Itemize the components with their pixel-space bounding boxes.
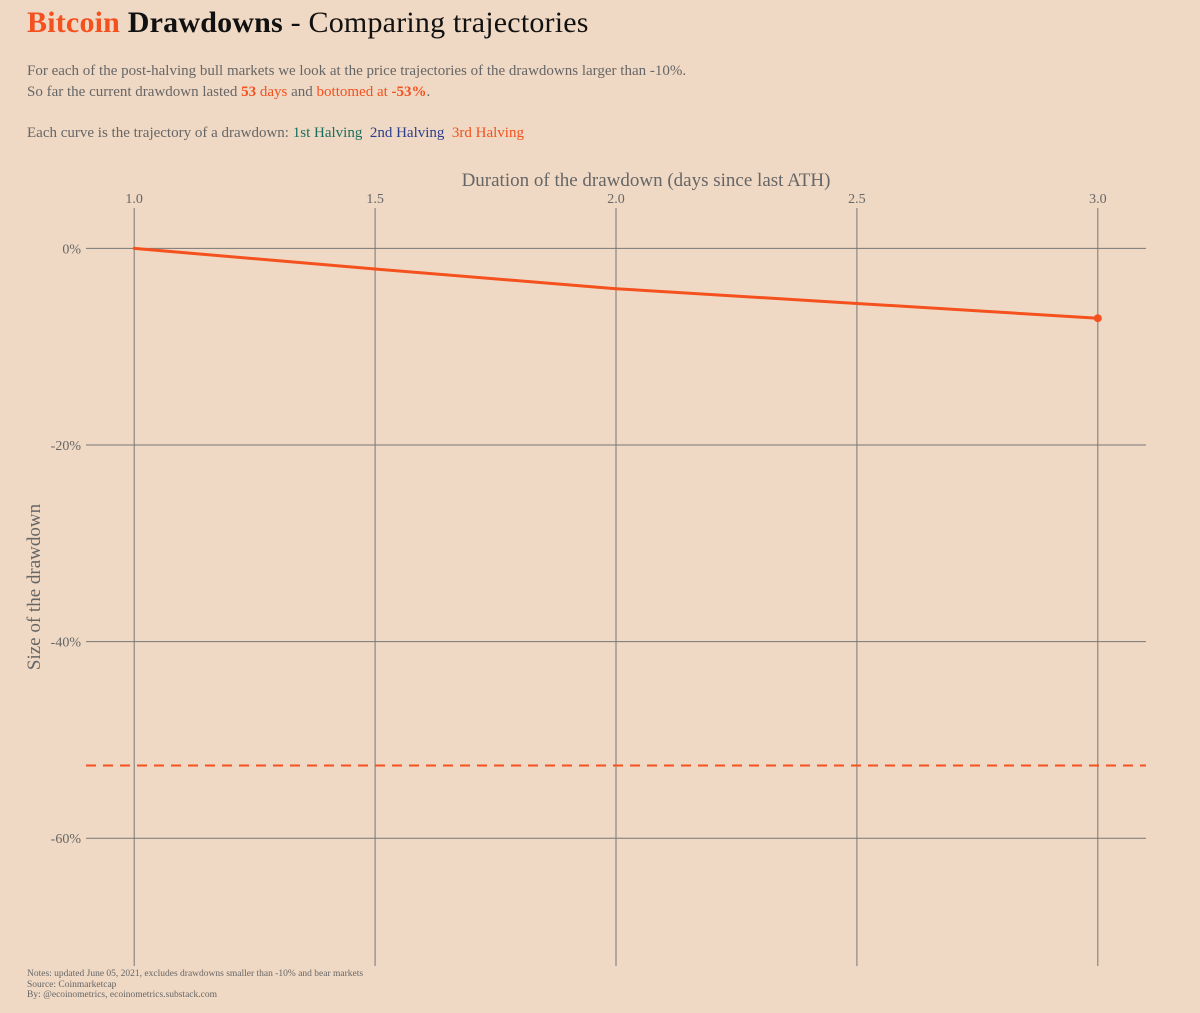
chart-title: Bitcoin Drawdowns - Comparing trajectori… [27, 6, 589, 40]
x-tick-label: 1.0 [125, 192, 143, 207]
legend-3rd-halving: 3rd Halving [451, 125, 524, 141]
x-tick-label: 2.0 [607, 192, 625, 207]
legend-1st-halving: 1st Halving [292, 125, 363, 141]
y-tick-label: 0% [62, 242, 81, 257]
subtitle-line-2: So far the current drawdown lasted 53 da… [27, 84, 430, 101]
legend-prefix: Each curve is the trajectory of a drawdo… [27, 125, 293, 141]
legend-2nd-halving: 2nd Halving [369, 125, 445, 141]
line2-prefix: So far the current drawdown lasted [27, 84, 242, 100]
y-axis-label: Size of the drawdown [24, 503, 45, 670]
days-count: 53 [241, 84, 257, 100]
title-drawdowns: Drawdowns [127, 6, 283, 39]
y-tick-label: -60% [51, 832, 82, 847]
data-point [614, 287, 618, 291]
series-end-marker [1093, 314, 1102, 323]
data-point [855, 301, 859, 305]
bottomed-text: bottomed at [316, 84, 392, 100]
x-tick-label: 2.5 [848, 192, 866, 207]
x-tick-label: 1.5 [366, 192, 384, 207]
data-point [373, 267, 377, 271]
legend-line: Each curve is the trajectory of a drawdo… [27, 125, 524, 142]
subtitle-line-1: For each of the post-halving bull market… [27, 63, 687, 79]
notes-line: Notes: updated June 05, 2021, excludes d… [27, 969, 364, 979]
byline: By: @ecoinometrics, ecoinometrics.substa… [27, 990, 217, 1000]
line2-end: . [426, 84, 431, 100]
source-line: Source: Coinmarketcap [27, 979, 117, 990]
bottom-percent: -53% [391, 84, 427, 100]
y-tick-label: -40% [51, 636, 82, 651]
footnotes: Notes: updated June 05, 2021, excludes d… [27, 969, 363, 1001]
y-tick-label: -20% [51, 439, 82, 454]
days-word: days [256, 84, 288, 100]
title-bitcoin: Bitcoin [27, 6, 121, 39]
line2-and: and [287, 84, 317, 100]
title-rest: - Comparing trajectories [282, 6, 589, 39]
x-tick-label: 3.0 [1089, 192, 1107, 207]
x-axis-label: Duration of the drawdown (days since las… [462, 170, 831, 191]
data-point [132, 246, 136, 250]
